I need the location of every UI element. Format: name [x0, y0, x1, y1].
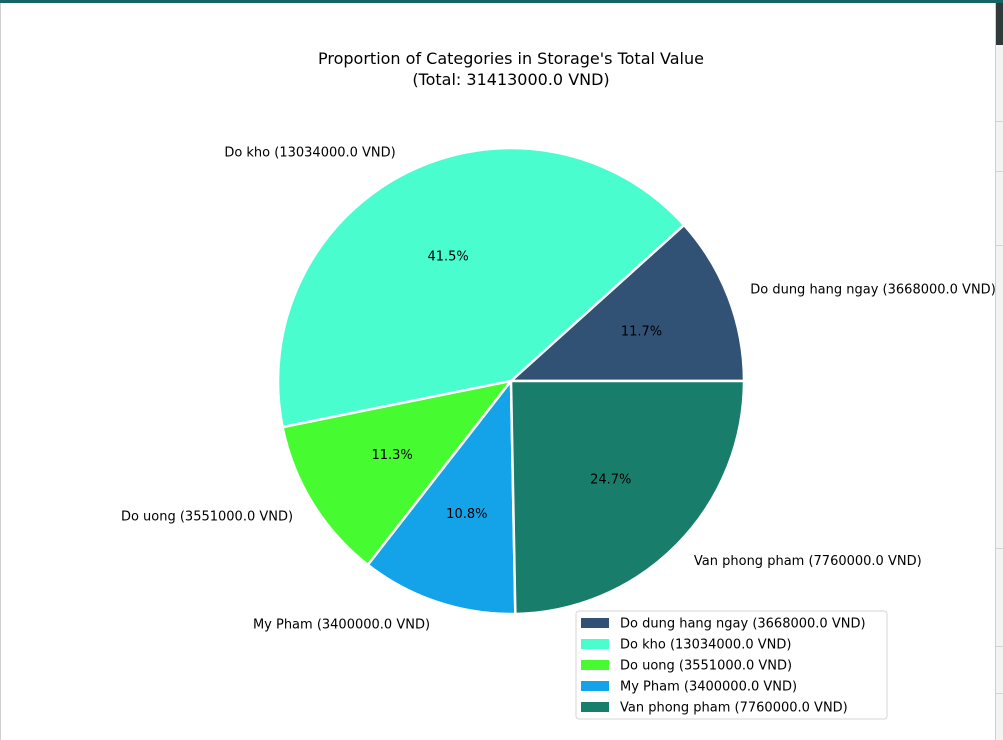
pie-slice: [509, 223, 746, 383]
legend-swatch: [581, 702, 609, 712]
slice-percent-label: 11.3%: [371, 448, 412, 463]
legend-label: Do kho (13034000.0 VND): [620, 638, 791, 653]
pie-slice: [281, 379, 513, 567]
slice-label: My Pham (3400000.0 VND): [253, 618, 430, 633]
pie-labels: 11.7% Do dung hang ngay (3668000.0 VND) 41…: [121, 146, 995, 633]
slice-percent-label: 10.8%: [446, 507, 487, 522]
slice-label: Do dung hang ngay (3668000.0 VND): [750, 283, 995, 298]
legend-swatch: [581, 639, 609, 649]
window-right-edge: [995, 3, 1003, 740]
legend-label: Do uong (3551000.0 VND): [620, 659, 792, 674]
slice-percent-label: 11.7%: [621, 324, 662, 339]
scrollbar-top-block: [996, 3, 1003, 45]
edge-divider: [996, 245, 1003, 246]
legend-frame: [575, 610, 888, 720]
slice-label: Van phong pham (7760000.0 VND): [694, 554, 922, 569]
legend-label: Do dung hang ngay (3668000.0 VND): [620, 617, 866, 632]
legend-swatch: [581, 618, 609, 628]
edge-divider: [996, 121, 1003, 122]
pie-slice: [276, 146, 686, 429]
pie-slice: [366, 379, 517, 616]
legend-label: My Pham (3400000.0 VND): [620, 680, 797, 695]
window-left-edge: [0, 3, 1, 740]
edge-divider: [996, 646, 1003, 647]
slice-percent-label: 41.5%: [427, 250, 468, 265]
legend-swatch: [581, 681, 609, 691]
slice-label: Do kho (13034000.0 VND): [224, 146, 395, 161]
pie-slice: [509, 379, 746, 616]
slice-percent-label: 24.7%: [590, 472, 631, 487]
edge-divider: [996, 693, 1003, 694]
chart-title: Proportion of Categories in Storage's To…: [318, 49, 704, 68]
legend: Do dung hang ngay (3668000.0 VND) Do kho …: [575, 610, 888, 720]
chart-subtitle: (Total: 31413000.0 VND): [412, 70, 609, 89]
legend-label: Van phong pham (7760000.0 VND): [620, 701, 848, 716]
legend-swatch: [581, 660, 609, 670]
edge-divider: [996, 548, 1003, 549]
window-top-border: [0, 0, 1003, 3]
slice-label: Do uong (3551000.0 VND): [121, 509, 293, 524]
edge-divider: [996, 171, 1003, 172]
pie-slices: [276, 146, 746, 616]
